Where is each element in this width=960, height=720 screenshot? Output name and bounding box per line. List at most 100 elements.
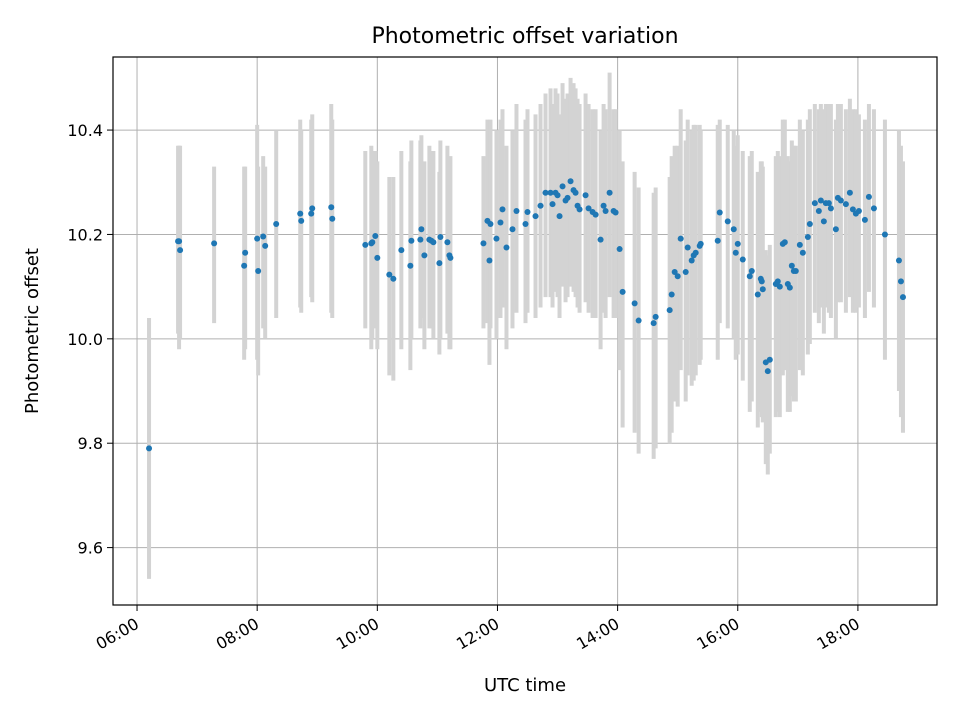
data-point	[564, 194, 571, 201]
data-point	[881, 231, 888, 238]
data-point	[386, 271, 393, 278]
data-point	[486, 257, 493, 264]
data-point	[572, 189, 579, 196]
data-point	[487, 221, 494, 228]
data-point	[714, 237, 721, 244]
x-axis-label: UTC time	[484, 675, 566, 696]
data-point	[437, 234, 444, 241]
data-point	[806, 221, 813, 228]
data-point	[559, 183, 566, 190]
data-point	[815, 207, 822, 214]
data-point	[176, 238, 183, 245]
data-point	[650, 320, 657, 327]
data-point	[417, 236, 424, 243]
data-point	[522, 221, 529, 228]
data-point	[811, 200, 818, 207]
data-point	[861, 216, 868, 223]
data-point	[547, 189, 554, 196]
data-point	[254, 235, 261, 242]
y-tick-label: 9.6	[78, 539, 103, 558]
data-point	[146, 445, 153, 452]
data-point	[597, 236, 604, 243]
data-point	[734, 240, 741, 247]
data-point	[846, 189, 853, 196]
data-point	[764, 368, 771, 375]
data-point	[421, 252, 428, 259]
data-point	[781, 239, 788, 246]
data-point	[788, 262, 795, 269]
data-point	[865, 193, 872, 200]
data-point	[766, 356, 773, 363]
data-point	[716, 209, 723, 216]
data-point	[600, 202, 607, 209]
data-point	[631, 300, 638, 307]
data-point	[499, 206, 506, 213]
data-point	[616, 246, 623, 253]
data-point	[820, 218, 827, 225]
data-point	[796, 241, 803, 248]
data-point	[612, 209, 619, 216]
data-point	[374, 254, 381, 261]
data-point	[297, 210, 304, 217]
data-point	[804, 234, 811, 241]
y-tick-label: 10.4	[67, 121, 103, 140]
data-point	[503, 244, 510, 251]
data-point	[825, 200, 832, 207]
data-point	[692, 249, 699, 256]
data-point	[444, 239, 451, 246]
data-point	[398, 247, 405, 254]
data-point	[497, 219, 504, 226]
data-point	[241, 262, 248, 269]
data-point	[774, 278, 781, 285]
data-point	[576, 206, 583, 213]
data-point	[792, 267, 799, 274]
data-point	[671, 269, 678, 276]
data-point	[855, 207, 862, 214]
data-point	[407, 262, 414, 269]
data-point	[739, 256, 746, 263]
data-point	[652, 313, 659, 320]
data-point	[549, 201, 556, 208]
data-point	[895, 257, 902, 264]
data-point	[668, 291, 675, 298]
data-point	[262, 242, 269, 249]
data-point	[684, 244, 691, 251]
data-point	[567, 178, 574, 185]
data-point	[732, 249, 739, 256]
data-point	[754, 291, 761, 298]
data-point	[786, 284, 793, 291]
data-point	[408, 237, 415, 244]
data-point	[362, 241, 369, 248]
data-point	[369, 239, 376, 246]
data-point	[748, 267, 755, 274]
data-point	[447, 254, 454, 261]
data-point	[832, 226, 839, 233]
data-point	[582, 192, 589, 199]
y-axis-label: Photometric offset	[22, 248, 43, 414]
data-point	[260, 233, 267, 240]
plot-frame	[112, 56, 938, 606]
data-point	[897, 278, 904, 285]
data-point	[436, 260, 443, 267]
data-point	[309, 205, 316, 212]
data-point	[554, 192, 561, 199]
data-point	[177, 247, 184, 254]
data-point	[480, 240, 487, 247]
data-point	[585, 205, 592, 212]
data-point	[606, 189, 613, 196]
data-point	[372, 233, 379, 240]
data-point	[842, 201, 849, 208]
data-point	[390, 275, 397, 282]
y-tick-label: 9.8	[78, 434, 103, 453]
data-point	[430, 239, 437, 246]
data-point	[556, 213, 563, 220]
data-point	[273, 221, 280, 228]
y-tick-label: 10.2	[67, 225, 103, 244]
chart-title: Photometric offset variation	[371, 24, 678, 49]
data-points	[146, 178, 906, 452]
data-point	[870, 205, 877, 212]
data-point	[849, 206, 856, 213]
data-point	[328, 204, 335, 211]
data-point	[329, 215, 336, 222]
